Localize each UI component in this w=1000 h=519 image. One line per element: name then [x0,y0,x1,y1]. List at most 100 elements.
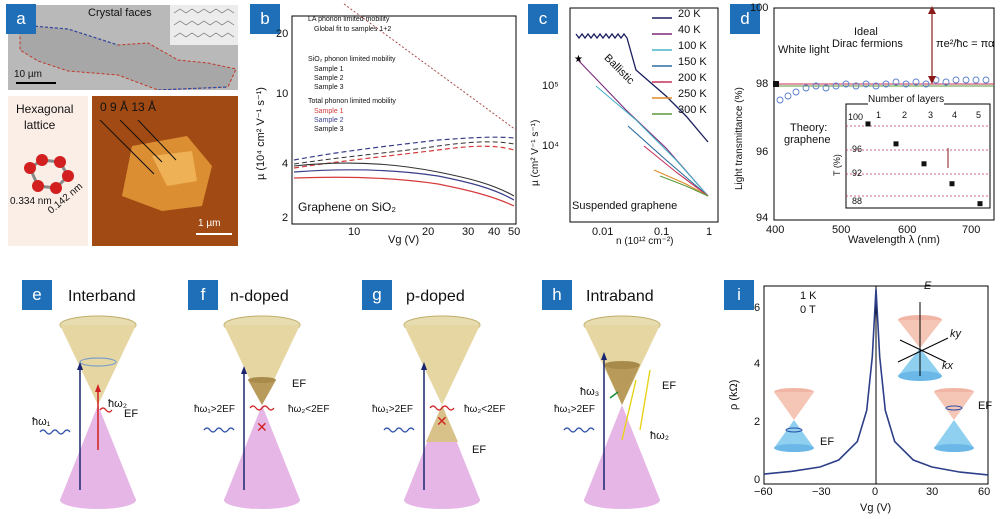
b-legend-total-1: Sample 1 [314,108,344,115]
f-w1: ħω₁>2EF [194,404,235,415]
svg-text:★: ★ [574,54,583,65]
crystal-outline [16,24,237,91]
d-inset-title: Number of layers [868,94,945,105]
b-legend-total-2: Sample 2 [314,117,344,124]
c-ytick-1e4: 10⁴ [542,140,559,152]
g-w2: ħω₂<2EF [464,404,506,415]
panel-label-c: c [528,4,558,34]
b-ytick-2: 2 [282,212,289,224]
i-ytick-0: 0 [754,474,761,486]
panel-label-e: e [22,280,52,310]
crystal-faces-label: Crystal faces [88,7,152,19]
rho-curve [763,288,989,476]
e-w2: ħω₂ [108,398,127,410]
resistivity-plot [763,285,989,485]
inset-point [921,161,927,167]
c-legend-100k: 100 K [678,40,707,52]
b-legend-la-item: Global fit to samples 1+2 [314,26,392,33]
d-inset-x1: 1 [876,110,882,120]
d-formula: πe²/ħc = πα [936,38,995,50]
b-legend-sio2-1: Sample 1 [314,66,344,73]
d-inset-x2: 2 [902,110,908,120]
d-inset-ylabel: T (%) [832,154,842,176]
f-title: n-doped [230,288,289,305]
i-xtick-60: 60 [978,486,991,498]
d-xtick-400: 400 [766,224,785,236]
panel-label-g: g [362,280,392,310]
panel-label-a: a [6,4,36,34]
c-ylabel: µ (cm² V⁻¹ s⁻¹) [530,119,541,186]
b-legend-total-title: Total phonon limited mobility [308,98,396,105]
d-ideal-2: Dirac fermions [832,38,903,50]
hex-title-2: lattice [24,118,56,132]
h-w1: ħω₁>2EF [554,404,595,415]
c-xlabel: n (10¹² cm⁻²) [616,236,674,247]
c-legend-150k: 150 K [678,56,707,68]
panel-a: Crystal faces 10 µm a Hexagonal lattice [0,0,245,248]
i-ytick-4: 4 [754,358,761,370]
d-inset-y92: 92 [852,168,863,178]
f-w2: ħω₂<2EF [288,404,330,415]
d-theory-2: graphene [784,134,831,146]
b-xtick-10: 10 [348,226,361,238]
b-legend-la-title: LA phonon limited mobility [308,16,390,23]
c-xtick-1: 1 [706,226,713,238]
afm-image: 0 9 Å 13 Å 1 µm [92,96,238,246]
inset-points [865,121,983,207]
panel-e: e Interband ħω₁ ħω₂ EF [0,280,180,519]
g-ef: EF [472,444,487,456]
afm-heights: 0 9 Å 13 Å [100,100,157,114]
scale-bar-afm: 1 µm [198,218,221,229]
h-w3: ħω₃ [580,386,600,398]
d-inset-y88: 88 [852,196,863,206]
svg-text:✕: ✕ [436,413,448,429]
i-xtick-30: 30 [926,486,939,498]
inset-point [893,141,899,147]
transmittance-plot [773,6,995,221]
cone-inset-top-right [897,302,949,381]
hexagon-molecule [24,154,74,194]
c-ytick-1e5: 10⁵ [542,80,559,92]
inset-point [865,121,871,127]
b-ytick-10: 10 [276,88,289,100]
d-theory-1: Theory: [790,122,828,134]
g-w1: ħω₁>2EF [372,404,413,415]
b-xtick-40: 40 [488,226,501,238]
d-inset-x5: 5 [976,110,982,120]
i-axis-e: E [924,280,932,292]
d-inset-y100: 100 [848,112,864,122]
panel-label-b: b [250,4,280,34]
b-legend-total-3: Sample 3 [314,126,344,133]
panel-d: d 100 98 96 94 Light transmittan [728,0,1000,248]
e-title: Interband [68,288,136,305]
panel-h: h Intraband ħω₃ EF ħω₁>2EF ħω₂ [540,280,720,519]
g-dirac-cone: ✕ [383,315,481,509]
f-ef: EF [292,378,307,390]
scale-bar-top: 10 µm [14,69,42,80]
panel-i: i 6 4 2 0 ρ (kΩ [720,280,1000,519]
e-ef: EF [124,408,139,420]
cone-inset-left [774,388,814,452]
i-ytick-2: 2 [754,416,761,428]
b-ytick-4: 4 [282,158,289,170]
panel-label-d: d [730,4,760,34]
panel-label-i: i [724,280,754,310]
i-axis-kx: kx [942,360,953,372]
suspended-plot: ★ [569,7,719,223]
c-legend-300k: 300 K [678,104,707,116]
d-inset-x4: 4 [952,110,958,120]
e-dirac-cone [39,315,137,509]
b-xtick-30: 30 [462,226,475,238]
panel-label-f: f [188,280,218,310]
b-xtick-20: 20 [422,226,435,238]
i-ylabel: ρ (kΩ) [728,379,740,410]
g-title: p-doped [406,288,465,305]
c-xtick-001: 0.01 [592,226,614,238]
d-ytick-100: 100 [750,2,769,14]
b-xtick-50: 50 [508,226,521,238]
panel-c: c ★ 10⁵ 10⁴ µ (cm² V⁻¹ s⁻¹) 0.01 0.1 1 n… [526,0,726,248]
b-legend-sio2-2: Sample 2 [314,75,344,82]
i-cond-2: 0 T [800,304,816,316]
c-legend-250k: 250 K [678,88,707,100]
h-dirac-cone [563,315,661,509]
